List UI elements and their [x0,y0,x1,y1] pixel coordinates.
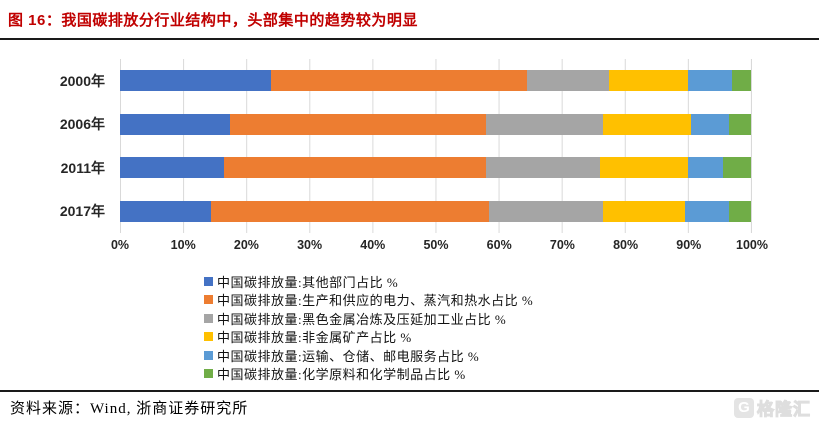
bar-segment [526,70,609,92]
y-axis-label: 2000年 [59,72,105,89]
stacked-bar [120,200,751,222]
x-axis-tick-label: 90% [676,238,702,252]
legend-item: 中国碳排放量:非金属矿产占比 % [204,328,819,347]
gelonghui-logo-text: 格隆汇 [757,400,811,420]
legend-color-swatch [204,332,213,342]
legend-item: 中国碳排放量:生产和供应的电力、蒸汽和热水占比 % [204,291,819,310]
y-axis-label: 2017年 [59,203,105,220]
bar-segment [609,70,688,92]
chart-legend: 中国碳排放量:其他部门占比 % 中国碳排放量:生产和供应的电力、蒸汽和热水占比 %… [204,272,819,383]
y-axis-labels: 2000年 2006年 2011年 2017年 [0,59,120,233]
legend-label: 中国碳排放量:化学原料和化学制品占比 % [217,367,466,383]
bar-segment [120,70,272,92]
figure-footer: 资料来源：Wind, 浙商证券研究所 G 格隆汇 [0,390,819,423]
bar-segment [687,70,733,92]
bar-row [120,190,751,234]
x-axis-tick-label: 50% [423,238,449,252]
y-axis-label: 2011年 [60,159,105,176]
legend-label: 中国碳排放量:生产和供应的电力、蒸汽和热水占比 % [217,293,534,309]
legend-color-swatch [204,369,213,379]
bar-segment [211,200,490,222]
legend-color-swatch [204,313,213,323]
legend-item: 中国碳排放量:化学原料和化学制品占比 % [204,365,819,384]
legend-label: 中国碳排放量:非金属矿产占比 % [217,330,412,346]
bar-row [120,146,751,190]
legend-label: 中国碳排放量:其他部门占比 % [217,274,399,290]
chart-plot-area [120,59,752,233]
bar-segment [732,70,751,92]
x-axis-tick-label: 60% [486,238,512,252]
bar-segment [120,157,225,179]
gelonghui-g-icon: G [734,397,754,418]
legend-item: 中国碳排放量:运输、仓储、邮电服务占比 % [204,346,819,365]
bar-segment [224,157,486,179]
y-axis-label: 2006年 [59,116,105,133]
bar-segment [602,200,685,222]
legend-item: 中国碳排放量:黑色金属冶炼及压延加工业占比 % [204,309,819,328]
x-axis-tick-label: 0% [110,238,130,252]
legend-color-swatch [204,295,213,305]
bar-segment [687,157,723,179]
bar-segment [489,200,603,222]
bar-segment [230,113,486,135]
bar-segment [602,113,692,135]
carbon-emission-chart: 2000年 2006年 2011年 2017年 0% 10% 20% 30% 40% 50% 60… [0,59,819,383]
x-axis-tick-label: 40% [360,238,386,252]
bar-row [120,59,751,103]
legend-label: 中国碳排放量:黑色金属冶炼及压延加工业占比 % [217,311,507,327]
bar-segment [485,113,603,135]
stacked-bar [120,157,751,179]
bar-segment [728,113,751,135]
bar-segment [271,70,527,92]
stacked-bar [120,113,751,135]
bar-segment [485,157,600,179]
bar-segment [722,157,751,179]
bar-segment [599,157,688,179]
legend-color-swatch [204,350,213,360]
x-axis-tick-label: 20% [233,238,259,252]
x-axis-tick-label: 100% [736,238,768,252]
figure-title: 图 16：我国碳排放分行业结构中，头部集中的趋势较为明显 [8,12,418,29]
x-axis-tick-label: 10% [170,238,196,252]
bar-segment [684,200,729,222]
x-axis: 0% 10% 20% 30% 40% 50% 60% 70% 80% 90% 100% [111,233,768,255]
bar-segment [120,200,212,222]
bar-segment [691,113,729,135]
gelonghui-watermark: G 格隆汇 [734,395,811,420]
legend-label: 中国碳排放量:运输、仓储、邮电服务占比 % [217,348,480,364]
x-axis-tick-label: 80% [613,238,639,252]
x-axis-tick-label: 30% [297,238,323,252]
legend-color-swatch [204,276,213,286]
bar-row [120,103,751,147]
bar-segment [120,113,231,135]
legend-item: 中国碳排放量:其他部门占比 % [204,272,819,291]
figure-header: 图 16：我国碳排放分行业结构中，头部集中的趋势较为明显 [0,0,819,40]
stacked-bar [120,70,751,92]
bar-segment [728,200,751,222]
source-note: 资料来源：Wind, 浙商证券研究所 [10,401,249,417]
x-axis-tick-label: 70% [549,238,575,252]
